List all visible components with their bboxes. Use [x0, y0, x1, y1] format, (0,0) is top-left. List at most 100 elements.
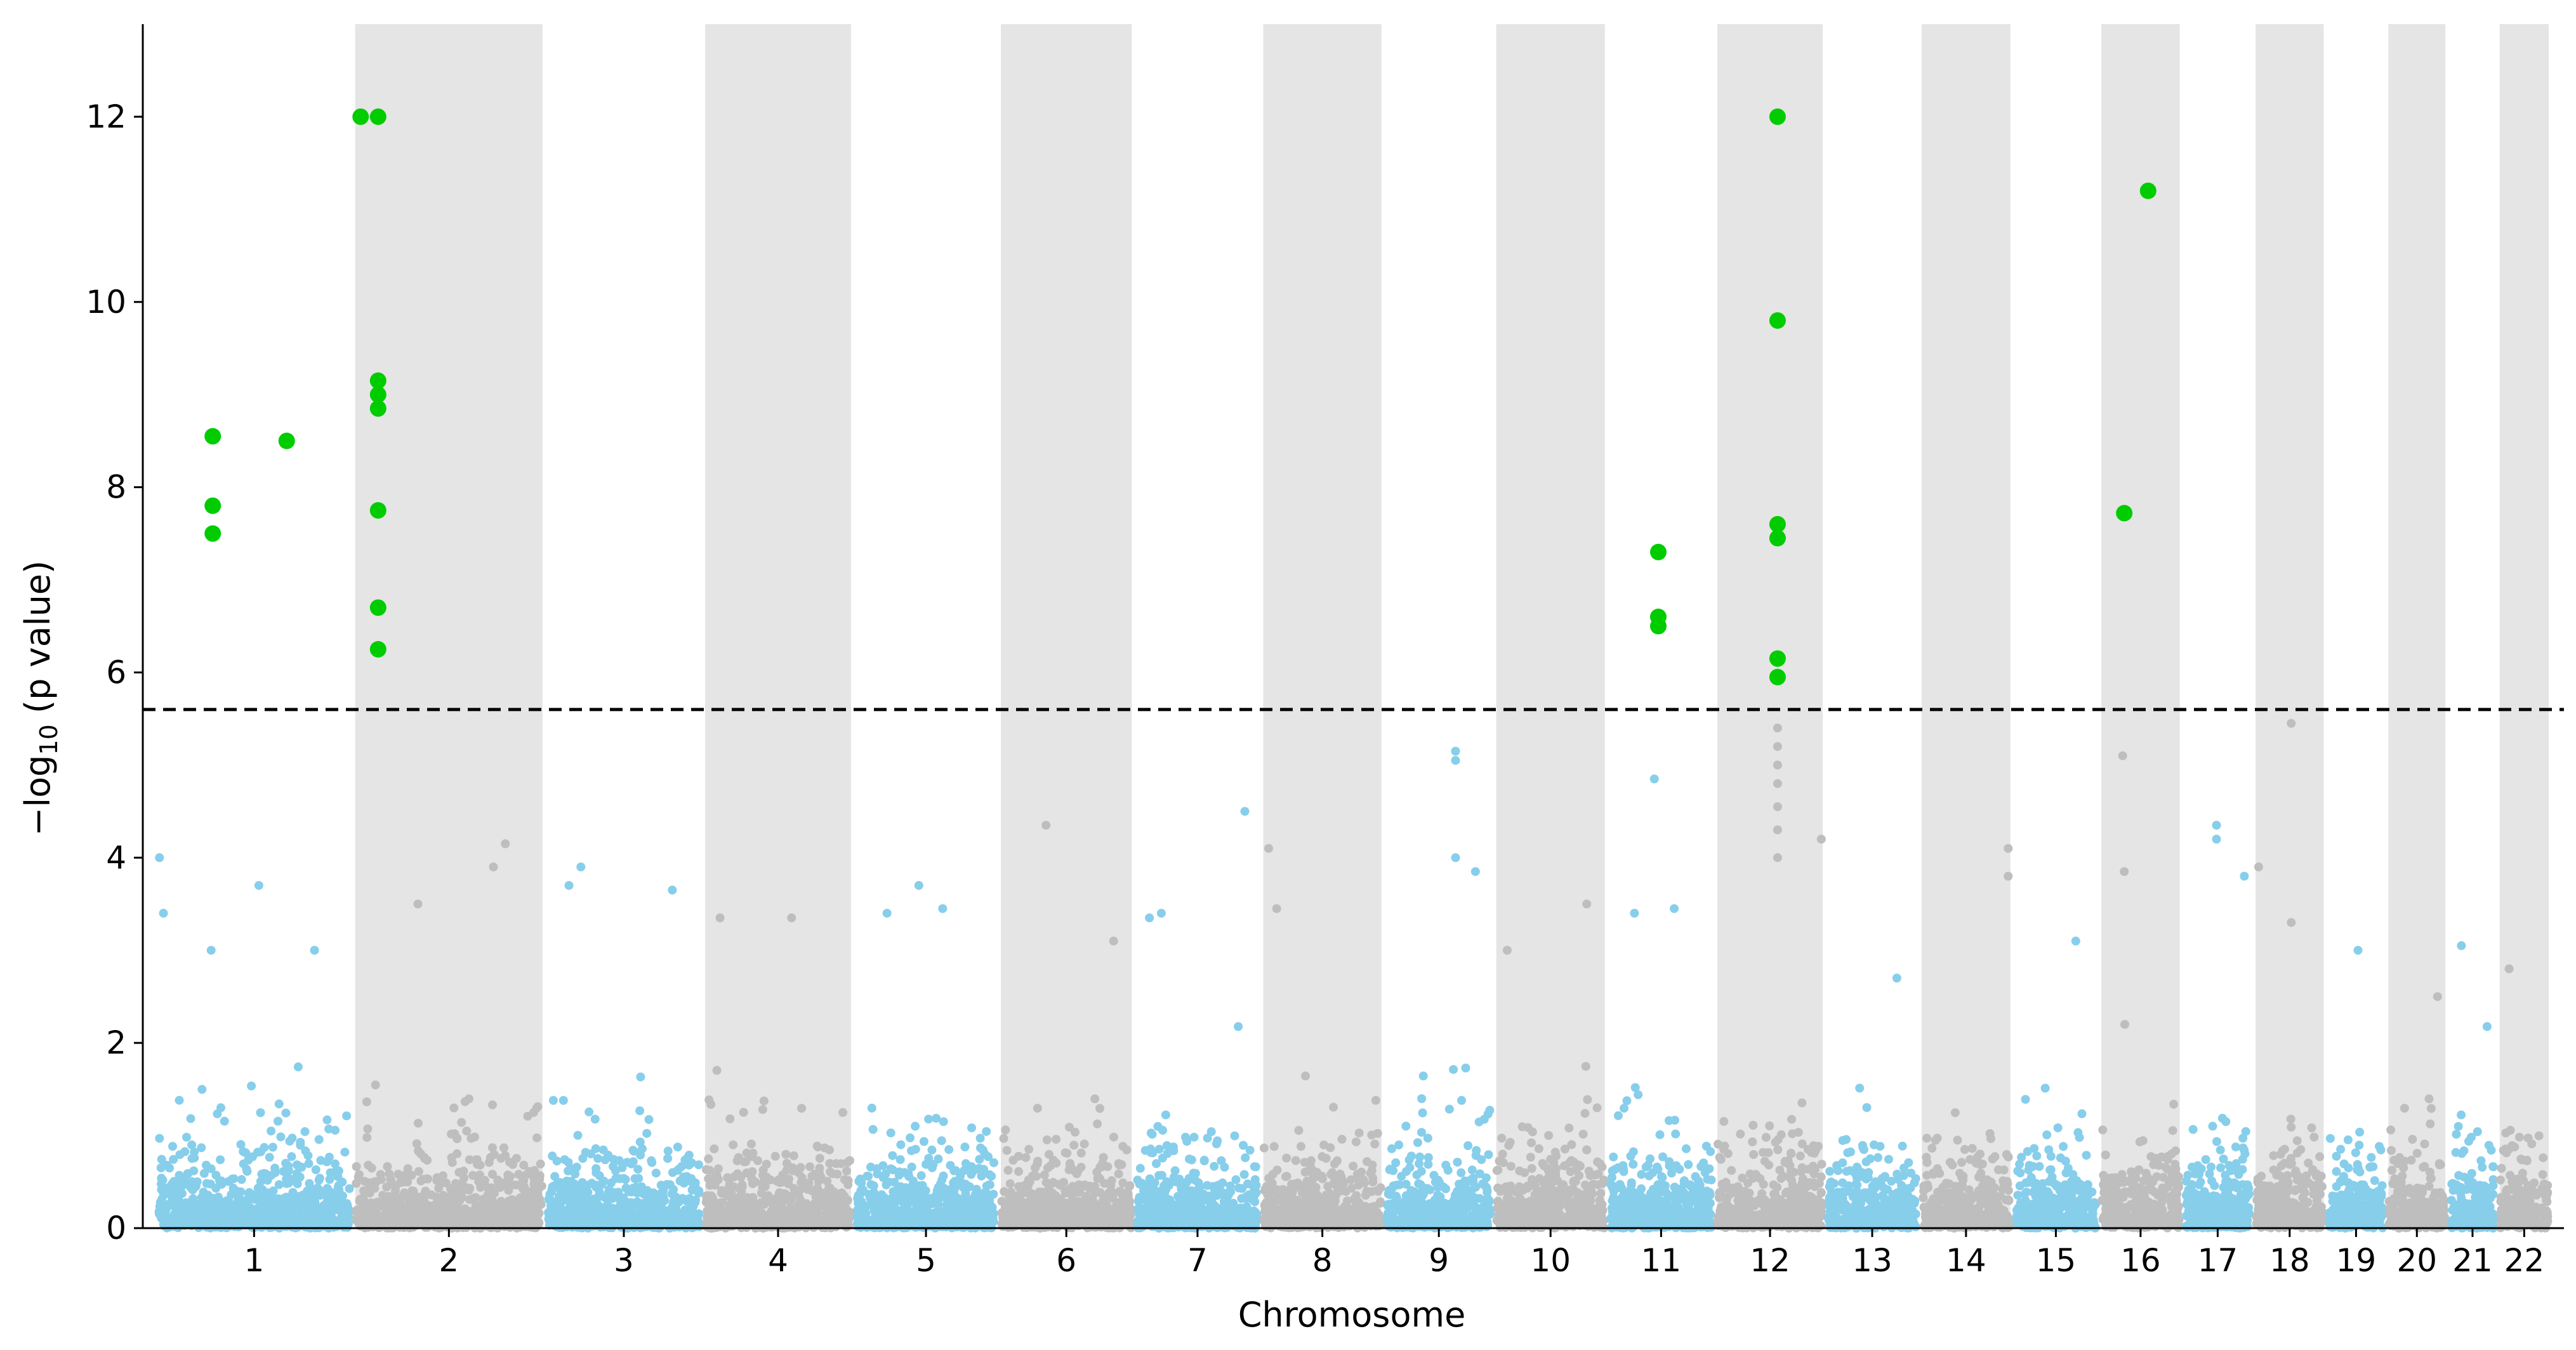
snp-point	[924, 1154, 934, 1163]
snp-point	[1076, 1148, 1086, 1158]
snp-point	[639, 1189, 649, 1199]
snp-point	[1033, 1156, 1043, 1166]
snp-point	[1069, 1141, 1079, 1150]
snp-point	[1170, 1166, 1180, 1175]
snp-point	[1318, 1152, 1327, 1161]
snp-point	[1212, 1191, 1222, 1200]
snp-point	[873, 1169, 882, 1179]
snp-point	[902, 1190, 912, 1200]
snp-point	[593, 1154, 603, 1163]
snp-point	[520, 1207, 529, 1216]
snp-point	[950, 1177, 960, 1186]
snp-point	[1250, 1162, 1259, 1172]
snp-point	[1231, 1175, 1241, 1184]
snp-point	[818, 1192, 828, 1201]
snp-point	[948, 1208, 958, 1217]
snp-point	[591, 1144, 600, 1153]
snp-point	[944, 1145, 954, 1155]
snp-point	[529, 1174, 539, 1184]
snp-point	[815, 1154, 824, 1163]
snp-point	[179, 1180, 188, 1189]
snp-point	[959, 1198, 968, 1207]
snp-point	[177, 1189, 187, 1198]
snp-point	[1285, 1194, 1295, 1204]
snp-point	[423, 1156, 432, 1165]
snp-point	[439, 1171, 447, 1181]
snp-point	[314, 1135, 324, 1144]
snp-point	[600, 1155, 610, 1165]
snp-point	[635, 1137, 645, 1147]
snp-point	[1265, 1189, 1274, 1199]
snp-point	[274, 1180, 284, 1189]
snp-point	[345, 1184, 354, 1193]
snp-point	[805, 1162, 815, 1172]
snp-point	[911, 1144, 920, 1154]
snp-point	[225, 1207, 234, 1217]
snp-point	[610, 1207, 619, 1216]
snp-point	[1329, 1102, 1338, 1112]
snp-point	[878, 1161, 888, 1170]
snp-point	[1060, 1186, 1070, 1196]
snp-point	[519, 1160, 529, 1170]
snp-point	[313, 1183, 322, 1193]
snp-point	[161, 1207, 170, 1217]
snp-point	[649, 1193, 658, 1202]
snp-point	[1291, 1156, 1300, 1165]
snp-point	[175, 1095, 184, 1105]
snp-point	[604, 1191, 614, 1200]
chromosome-points-5	[852, 1103, 998, 1233]
snp-point	[862, 1172, 872, 1181]
snp-point	[558, 1095, 568, 1105]
snp-point	[633, 1165, 643, 1174]
snp-point	[977, 1171, 986, 1181]
snp-point	[898, 1207, 908, 1216]
snp-point	[353, 1172, 363, 1182]
snp-point	[997, 1196, 1007, 1206]
snp-point	[1143, 1211, 1153, 1221]
snp-point	[1309, 1211, 1318, 1221]
snp-point	[1262, 1222, 1271, 1231]
snp-point	[331, 1159, 340, 1168]
snp-point	[462, 1126, 472, 1135]
snp-point	[937, 1208, 946, 1218]
snp-point	[812, 1141, 822, 1151]
snp-point	[574, 1219, 583, 1229]
snp-point	[578, 1178, 587, 1188]
snp-point	[674, 1165, 684, 1174]
snp-point	[441, 1204, 451, 1214]
snp-point	[1071, 1127, 1080, 1137]
snp-point	[1203, 1134, 1212, 1143]
snp-point	[890, 1197, 899, 1207]
snp-point	[751, 1212, 760, 1221]
snp-point	[383, 1203, 392, 1212]
snp-point	[368, 1178, 378, 1188]
snp-point	[762, 1172, 772, 1182]
snp-point	[503, 1170, 513, 1180]
snp-point	[445, 1219, 454, 1228]
snp-point	[872, 1205, 882, 1215]
snp-point	[1249, 1183, 1258, 1193]
snp-point	[274, 1203, 284, 1212]
snp-point	[1300, 1167, 1310, 1177]
snp-point	[185, 1206, 194, 1215]
snp-point	[236, 1140, 246, 1149]
snp-point	[1026, 1194, 1036, 1204]
snp-point	[406, 1198, 416, 1208]
snp-point	[1093, 1119, 1102, 1128]
snp-point	[214, 1193, 223, 1201]
snp-point	[781, 1192, 791, 1201]
snp-point	[628, 1157, 638, 1167]
snp-point	[496, 1182, 505, 1192]
snp-point	[1351, 1137, 1361, 1147]
snp-point	[598, 1145, 608, 1155]
snp-point	[168, 1142, 177, 1151]
snp-point	[585, 1199, 594, 1208]
snp-point	[888, 1151, 897, 1160]
snp-point	[281, 1108, 291, 1118]
snp-point	[256, 1177, 265, 1186]
snp-point	[739, 1157, 749, 1167]
snp-point	[1360, 1178, 1369, 1188]
snp-point	[352, 1162, 361, 1171]
snp-point	[739, 1217, 748, 1226]
snp-point	[1199, 1156, 1209, 1165]
